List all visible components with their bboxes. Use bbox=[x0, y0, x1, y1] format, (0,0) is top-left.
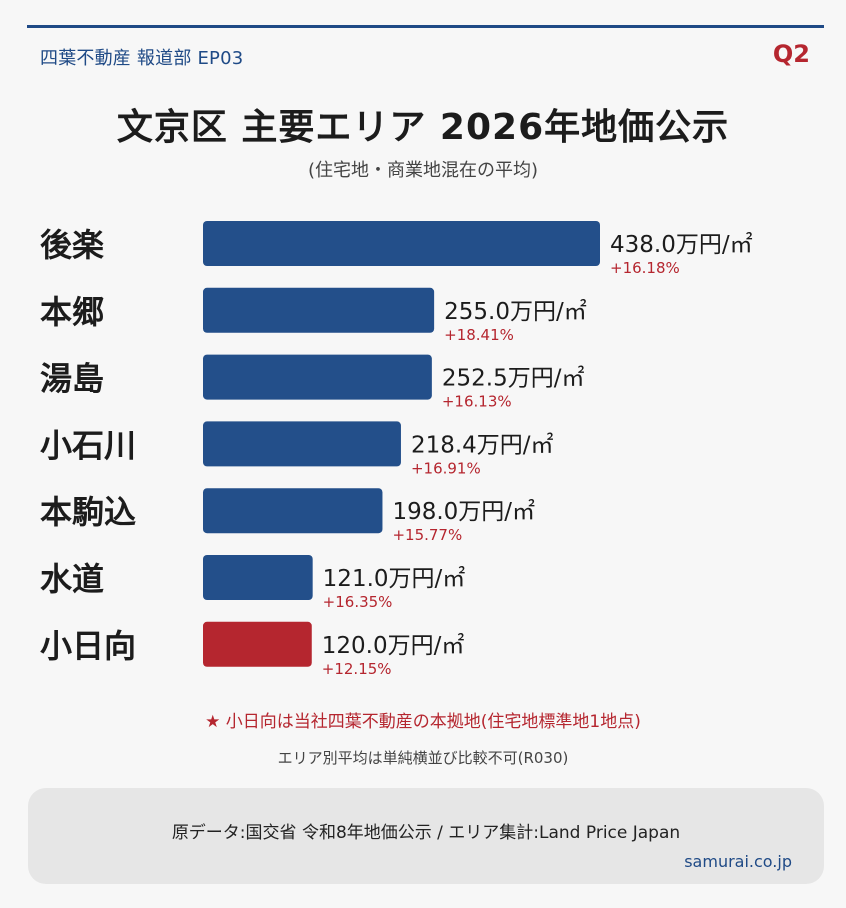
bar bbox=[203, 354, 432, 400]
bar-highlight bbox=[203, 621, 312, 667]
category-label: 本郷 bbox=[40, 293, 104, 331]
category-label: 小石川 bbox=[40, 426, 136, 464]
bar-chart: 後楽 438.0万円/㎡+16.18% 本郷 255.0万円/㎡+18.41% 湯島 25… bbox=[40, 221, 753, 678]
footer-box: 原データ:国交省 令和8年地価公示 / エリア集計:Land Price Jap… bbox=[28, 788, 824, 884]
category-label: 本駒込 bbox=[40, 493, 136, 531]
bar bbox=[203, 287, 435, 333]
change-label: +16.13% bbox=[442, 393, 512, 411]
category-label: 小日向 bbox=[40, 627, 136, 665]
value-label: 198.0万円/㎡ bbox=[392, 499, 535, 525]
change-label: +15.77% bbox=[392, 526, 462, 544]
category-label: 後楽 bbox=[40, 226, 104, 264]
category-label: 湯島 bbox=[40, 360, 104, 398]
highlight-note: ★ 小日向は当社四葉不動産の本拠地(住宅地標準地1地点) bbox=[205, 712, 641, 732]
change-label: +12.15% bbox=[322, 660, 392, 678]
value-label: 252.5万円/㎡ bbox=[442, 366, 585, 392]
source-credit: 原データ:国交省 令和8年地価公示 / エリア集計:Land Price Jap… bbox=[171, 823, 681, 843]
value-label: 438.0万円/㎡ bbox=[610, 232, 753, 258]
comparison-note: エリア別平均は単純横並び比較不可(R030) bbox=[277, 749, 569, 767]
value-label: 121.0万円/㎡ bbox=[323, 566, 466, 592]
top-rule bbox=[27, 25, 824, 28]
change-label: +16.35% bbox=[323, 593, 393, 611]
value-label: 218.4万円/㎡ bbox=[411, 432, 554, 458]
quarter-label: Q2 bbox=[772, 40, 810, 68]
chart-subtitle: (住宅地・商業地混在の平均) bbox=[307, 160, 539, 181]
bar bbox=[203, 421, 401, 467]
publisher-label: 四葉不動産 報道部 EP03 bbox=[40, 48, 244, 69]
site-link[interactable]: samurai.co.jp bbox=[684, 852, 792, 871]
change-label: +16.18% bbox=[610, 259, 680, 277]
change-label: +16.91% bbox=[411, 459, 481, 477]
bar bbox=[203, 555, 313, 600]
chart-title: 文京区 主要エリア 2026年地価公示 bbox=[116, 107, 730, 148]
bar bbox=[203, 488, 383, 534]
category-label: 水道 bbox=[40, 560, 104, 598]
change-label: +18.41% bbox=[444, 326, 514, 344]
value-label: 255.0万円/㎡ bbox=[444, 299, 587, 325]
value-label: 120.0万円/㎡ bbox=[322, 633, 465, 659]
bar bbox=[203, 221, 600, 266]
